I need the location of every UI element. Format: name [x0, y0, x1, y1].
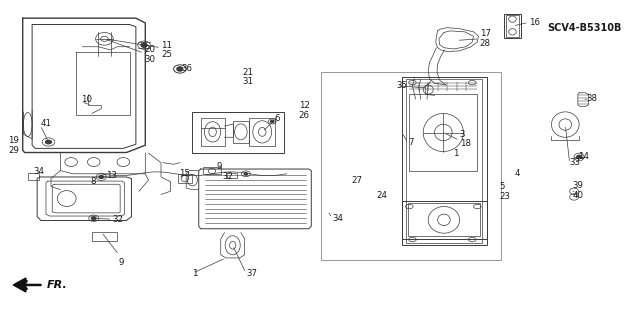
Text: 20
30: 20 30: [144, 45, 155, 64]
Text: 3
18: 3 18: [460, 130, 470, 148]
Text: 33: 33: [570, 158, 580, 167]
Bar: [203, 167, 221, 174]
Text: 11
25: 11 25: [161, 41, 172, 59]
Text: 19
29: 19 29: [8, 136, 19, 155]
Text: 14: 14: [578, 152, 589, 161]
Bar: [321, 72, 500, 260]
Text: 35: 35: [397, 81, 408, 90]
Text: 39
40: 39 40: [573, 181, 584, 200]
Bar: [249, 118, 275, 146]
Ellipse shape: [141, 43, 147, 48]
Text: 36: 36: [182, 64, 193, 73]
Bar: [178, 174, 192, 183]
Polygon shape: [13, 278, 26, 292]
Ellipse shape: [244, 173, 248, 175]
Text: 13: 13: [106, 171, 117, 180]
Text: 34: 34: [332, 214, 343, 223]
Ellipse shape: [99, 175, 104, 179]
Text: 5
23: 5 23: [499, 182, 510, 201]
Ellipse shape: [271, 120, 274, 123]
Text: 41: 41: [40, 119, 51, 129]
Bar: [28, 173, 39, 180]
Ellipse shape: [577, 155, 582, 159]
Text: 37: 37: [246, 269, 257, 278]
Text: 12
26: 12 26: [299, 101, 310, 120]
Bar: [226, 173, 237, 178]
Ellipse shape: [177, 67, 183, 71]
Bar: [92, 232, 117, 241]
Text: FR.: FR.: [47, 280, 67, 290]
Ellipse shape: [92, 217, 96, 220]
Text: 4: 4: [515, 169, 520, 178]
Text: 16: 16: [529, 18, 540, 27]
Text: 9: 9: [119, 258, 124, 267]
Bar: [410, 94, 477, 171]
Text: SCV4-B5310B: SCV4-B5310B: [548, 23, 622, 33]
Bar: [408, 203, 481, 236]
Text: 8: 8: [91, 177, 96, 186]
Text: 10: 10: [81, 95, 92, 104]
Bar: [406, 79, 483, 243]
Bar: [200, 118, 225, 146]
Ellipse shape: [45, 140, 52, 144]
Text: 24: 24: [377, 190, 388, 200]
Text: 1: 1: [453, 149, 459, 158]
Text: 27: 27: [351, 176, 362, 185]
Bar: [402, 201, 486, 239]
Text: 17
28: 17 28: [480, 29, 491, 48]
Text: 21
31: 21 31: [243, 68, 253, 86]
Text: 38: 38: [587, 94, 598, 103]
Bar: [504, 14, 521, 38]
Text: 32: 32: [113, 215, 124, 224]
Text: 15: 15: [179, 169, 189, 178]
Bar: [402, 77, 486, 245]
Text: 6: 6: [274, 114, 280, 123]
Bar: [506, 15, 519, 37]
Text: 7: 7: [408, 137, 413, 146]
Bar: [193, 112, 284, 153]
Text: 32: 32: [223, 172, 234, 181]
Text: 34: 34: [33, 167, 44, 176]
Bar: [234, 121, 249, 143]
Text: 1: 1: [193, 269, 198, 278]
Text: 9: 9: [216, 162, 221, 171]
